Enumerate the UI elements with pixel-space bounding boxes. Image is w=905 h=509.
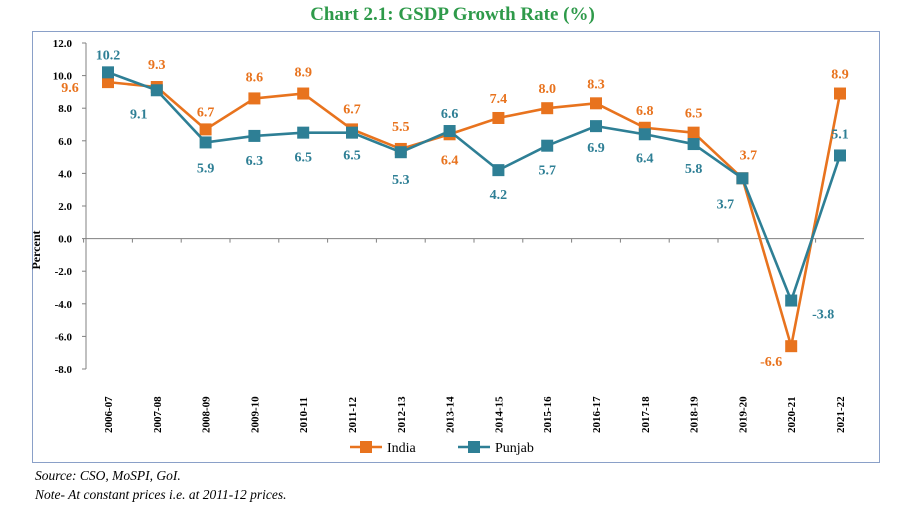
- x-tick-label: 2006-07: [103, 396, 115, 433]
- y-tick-label: -4.0: [55, 299, 73, 311]
- x-tick-label: 2009-10: [249, 396, 261, 433]
- punjab-marker: [102, 66, 114, 79]
- india-data-label: 8.6: [246, 70, 264, 85]
- india-marker: [492, 111, 505, 124]
- punjab-marker: [297, 126, 310, 139]
- punjab-marker: [834, 149, 846, 162]
- india-data-label: 8.9: [294, 66, 312, 81]
- punjab-data-label: 5.9: [197, 161, 215, 176]
- punjab-marker: [248, 129, 261, 142]
- y-tick-label: 4.0: [58, 168, 72, 180]
- x-tick-label: 2016-17: [591, 396, 603, 433]
- punjab-data-label: 6.3: [246, 154, 264, 169]
- india-marker: [297, 87, 310, 100]
- india-marker: [785, 340, 798, 353]
- punjab-data-label: -3.8: [812, 308, 834, 323]
- punjab-marker: [638, 128, 651, 141]
- india-data-label: 5.5: [392, 120, 410, 135]
- x-tick-label: 2011-12: [347, 396, 359, 433]
- india-data-label: 9.6: [61, 81, 79, 96]
- chart-title: Chart 2.1: GSDP Growth Rate (%): [310, 4, 595, 25]
- india-line: [107, 80, 842, 348]
- x-tick-label: 2020-21: [786, 396, 798, 433]
- punjab-marker: [687, 138, 700, 151]
- x-tick-label: 2012-13: [396, 396, 408, 433]
- india-marker: [248, 92, 261, 105]
- india-data-label: 3.7: [740, 148, 758, 163]
- punjab-data-label: 6.5: [343, 149, 361, 164]
- x-tick-label: 2013-14: [445, 396, 457, 433]
- punjab-legend-marker: [468, 441, 480, 453]
- price-basis-note: Note- At constant prices i.e. at 2011-12…: [35, 487, 287, 502]
- y-tick-label: 0.0: [58, 234, 72, 246]
- india-data-label: 6.5: [685, 107, 703, 122]
- y-tick-label: 8.0: [58, 103, 72, 115]
- punjab-data-label: 3.7: [717, 197, 735, 212]
- india-data-label: 6.7: [343, 102, 361, 117]
- punjab-marker: [394, 146, 407, 159]
- india-data-label: -6.6: [760, 355, 782, 370]
- x-tick-label: 2015-16: [542, 396, 554, 433]
- punjab-data-label: 6.5: [294, 151, 312, 166]
- y-axis-title: Percent: [29, 230, 43, 269]
- india-data-label: 8.0: [538, 82, 556, 97]
- x-tick-label: 2018-19: [689, 396, 701, 433]
- punjab-marker: [150, 84, 163, 97]
- x-tick-label: 2019-20: [737, 396, 749, 433]
- india-data-label: 6.7: [197, 105, 215, 120]
- x-tick-label: 2021-22: [835, 396, 847, 433]
- punjab-data-label: 5.7: [538, 164, 556, 179]
- punjab-data-label: 9.1: [130, 107, 148, 122]
- punjab-marker: [492, 164, 505, 177]
- punjab-data-label: 6.9: [587, 141, 605, 156]
- india-legend-marker: [360, 441, 372, 453]
- chart-frame: [32, 31, 880, 463]
- india-data-label: 6.8: [636, 104, 654, 119]
- punjab-data-label: 10.2: [96, 48, 121, 63]
- punjab-data-label: 5.1: [831, 127, 849, 142]
- india-marker: [541, 102, 554, 115]
- y-tick-label: 10.0: [53, 71, 73, 83]
- india-marker: [102, 76, 114, 89]
- punjab-data-label: 4.2: [490, 188, 508, 203]
- punjab-legend-label: Punjab: [495, 441, 534, 456]
- x-tick-label: 2017-18: [640, 396, 652, 433]
- india-data-label: 9.3: [148, 58, 166, 73]
- india-legend-label: India: [387, 441, 417, 456]
- india-data-label: 6.4: [441, 153, 459, 168]
- y-tick-label: 2.0: [58, 201, 72, 213]
- punjab-data-label: 5.8: [685, 162, 703, 177]
- y-tick-label: -6.0: [55, 331, 73, 343]
- punjab-marker: [199, 136, 212, 149]
- punjab-marker: [785, 294, 798, 307]
- x-tick-label: 2007-08: [152, 396, 164, 433]
- punjab-marker: [541, 139, 554, 152]
- x-tick-label: 2014-15: [493, 396, 505, 433]
- source-note: Source: CSO, MoSPI, GoI.: [35, 468, 181, 483]
- y-tick-label: -8.0: [55, 364, 73, 376]
- punjab-marker: [346, 126, 358, 139]
- india-data-label: 8.3: [587, 77, 605, 92]
- x-tick-label: 2008-09: [201, 396, 213, 433]
- chart-plot: 12.0 10.0 8.0 6.0 4.0 2.0 0.0 -2.0 -4.0 -6.0 -8.0 2…: [29, 38, 864, 456]
- punjab-marker: [590, 120, 602, 133]
- punjab-line: [107, 71, 842, 302]
- india-marker: [199, 123, 212, 136]
- india-data-label: 8.9: [831, 68, 849, 83]
- y-tick-label: 6.0: [58, 136, 72, 148]
- india-marker: [590, 97, 602, 110]
- x-tick-label: 2010-11: [298, 397, 310, 433]
- punjab-marker: [443, 125, 456, 138]
- punjab-data-label: 5.3: [392, 173, 410, 188]
- punjab-data-label: 6.6: [441, 107, 459, 122]
- punjab-marker: [736, 172, 749, 185]
- india-marker: [687, 126, 700, 139]
- india-marker: [834, 87, 846, 100]
- y-tick-label: 12.0: [53, 38, 73, 50]
- y-tick-label: -2.0: [55, 266, 73, 278]
- punjab-data-label: 6.4: [636, 151, 654, 166]
- india-data-label: 7.4: [490, 92, 508, 107]
